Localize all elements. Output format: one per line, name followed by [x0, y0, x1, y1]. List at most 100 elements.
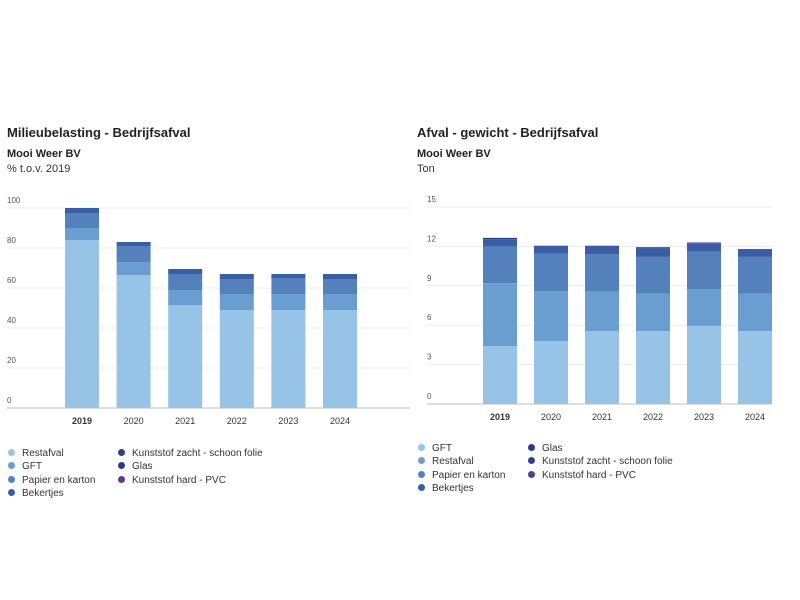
legend-dot-icon	[118, 475, 125, 483]
bar-segment	[585, 331, 619, 404]
y-tick-label: 9	[427, 274, 432, 283]
legend-item[interactable]: Kunststof zacht - schoon folie	[528, 455, 673, 468]
legend-item[interactable]: Restafval	[418, 455, 474, 468]
legend-label: Bekertjes	[22, 487, 64, 499]
stacked-bar-chart-milieubelasting: 0 20 40 60 80 100 2019 2020 2021 2022 2023 2024	[7, 196, 410, 426]
bar-segment	[534, 253, 568, 292]
x-tick-label: 2023	[278, 416, 298, 426]
bar-segment	[168, 290, 203, 305]
bar-segment	[168, 305, 203, 408]
legend-label: Papier en karton	[22, 474, 96, 486]
legend-dot-icon	[8, 449, 15, 456]
legend-item[interactable]: Papier en karton	[418, 469, 505, 482]
chart-subtitle: Mooi Weer BV	[417, 148, 491, 160]
bar-segment	[168, 274, 203, 290]
bar-segment	[483, 283, 517, 347]
bar-segment	[219, 310, 254, 408]
legend-dot-icon	[8, 462, 15, 470]
bar-segment	[738, 249, 772, 250]
bar-segment	[585, 254, 619, 292]
y-tick-label: 60	[7, 276, 16, 285]
bar-segment	[483, 246, 517, 284]
bar-segment	[323, 279, 357, 294]
chart-panel-afval-gewicht: Afval - gewicht - Bedrijfsafval Mooi Wee…	[410, 0, 800, 600]
legend-item[interactable]: Papier en karton	[8, 474, 95, 487]
x-tick-label: 2022	[227, 416, 247, 426]
legend-dot-icon	[118, 449, 125, 456]
legend-dot-icon	[418, 444, 425, 451]
bar-segment	[65, 213, 99, 228]
x-tick-label: 2020	[541, 412, 561, 422]
bar-segment	[636, 256, 670, 294]
bar-segment	[271, 310, 306, 408]
legend-item[interactable]: Glas	[528, 442, 563, 455]
bar-segment	[534, 340, 568, 404]
chart-title: Milieubelasting - Bedrijfsafval	[7, 125, 191, 140]
bar-segment	[116, 246, 151, 262]
legend-dot-icon	[528, 444, 535, 451]
bar-segment	[636, 247, 670, 248]
bar-segment	[687, 243, 721, 244]
legend-item[interactable]: Bekertjes	[418, 482, 474, 495]
x-tick-label: 2021	[592, 412, 612, 422]
legend-item[interactable]: Kunststof hard - PVC	[528, 469, 636, 482]
legend-label: Glas	[132, 461, 153, 473]
bar-segment	[65, 240, 99, 408]
bar-segment	[534, 245, 568, 247]
bar-segment	[116, 242, 151, 246]
x-tick-label: 2024	[745, 412, 765, 422]
bar-segment	[116, 262, 151, 275]
bar-segment	[219, 294, 254, 310]
bar-segment	[636, 247, 670, 249]
x-tick-label: 2022	[643, 412, 663, 422]
bar-segment	[585, 245, 619, 247]
legend-item[interactable]: Bekertjes	[8, 487, 64, 500]
bar-segment	[219, 274, 254, 279]
legend-label: Glas	[542, 443, 563, 454]
bar-segment	[585, 246, 619, 255]
legend-dot-icon	[118, 462, 125, 470]
y-tick-label: 100	[7, 196, 21, 205]
x-tick-label: 2024	[330, 416, 350, 426]
legend-label: Restafval	[432, 456, 474, 468]
bar-segment	[585, 291, 619, 332]
legend-dot-icon	[528, 470, 535, 478]
legend-dot-icon	[418, 470, 425, 478]
chart-panel-milieubelasting: Milieubelasting - Bedrijfsafval Mooi Wee…	[7, 125, 410, 500]
legend-label: Restafval	[22, 448, 64, 459]
bar-segment	[271, 274, 306, 278]
x-tick-label: 2019	[490, 412, 510, 422]
legend-label: Kunststof hard - PVC	[132, 474, 226, 486]
bar-segment	[636, 331, 670, 404]
bar-segment	[534, 291, 568, 341]
legend-item[interactable]: Kunststof hard - PVC	[118, 474, 226, 487]
bar-segment	[534, 246, 568, 254]
legend-label: Kunststof zacht - schoon folie	[542, 456, 673, 468]
bar-segment	[65, 208, 99, 213]
legend-label: GFT	[22, 461, 42, 473]
bar-segment	[687, 243, 721, 252]
bar-segment	[65, 228, 99, 240]
legend-dot-icon	[418, 483, 425, 491]
bar-segment	[219, 279, 254, 294]
legend-item[interactable]: Kunststof zacht - schoon folie	[118, 447, 263, 460]
bar-segment	[687, 325, 721, 404]
chart-title: Afval - gewicht - Bedrijfsafval	[417, 125, 599, 140]
legend-item[interactable]: GFT	[418, 442, 452, 455]
bar-segment	[687, 251, 721, 290]
legend-item[interactable]: Restafval	[8, 447, 64, 460]
bar-segment	[687, 289, 721, 326]
bar-segment	[271, 278, 306, 294]
x-tick-label: 2020	[124, 416, 144, 426]
legend-item[interactable]: Glas	[118, 460, 153, 473]
bar-segment	[323, 294, 357, 310]
legend-label: Bekertjes	[432, 482, 474, 494]
legend-dot-icon	[418, 457, 425, 465]
legend-label: GFT	[432, 443, 452, 454]
bar-segment	[738, 256, 772, 294]
y-tick-label: 0	[427, 392, 432, 401]
legend-item[interactable]: GFT	[8, 460, 42, 473]
x-tick-label: 2021	[175, 416, 195, 426]
legend-label: Kunststof hard - PVC	[542, 469, 636, 481]
chart-subtitle: Mooi Weer BV	[7, 148, 81, 160]
